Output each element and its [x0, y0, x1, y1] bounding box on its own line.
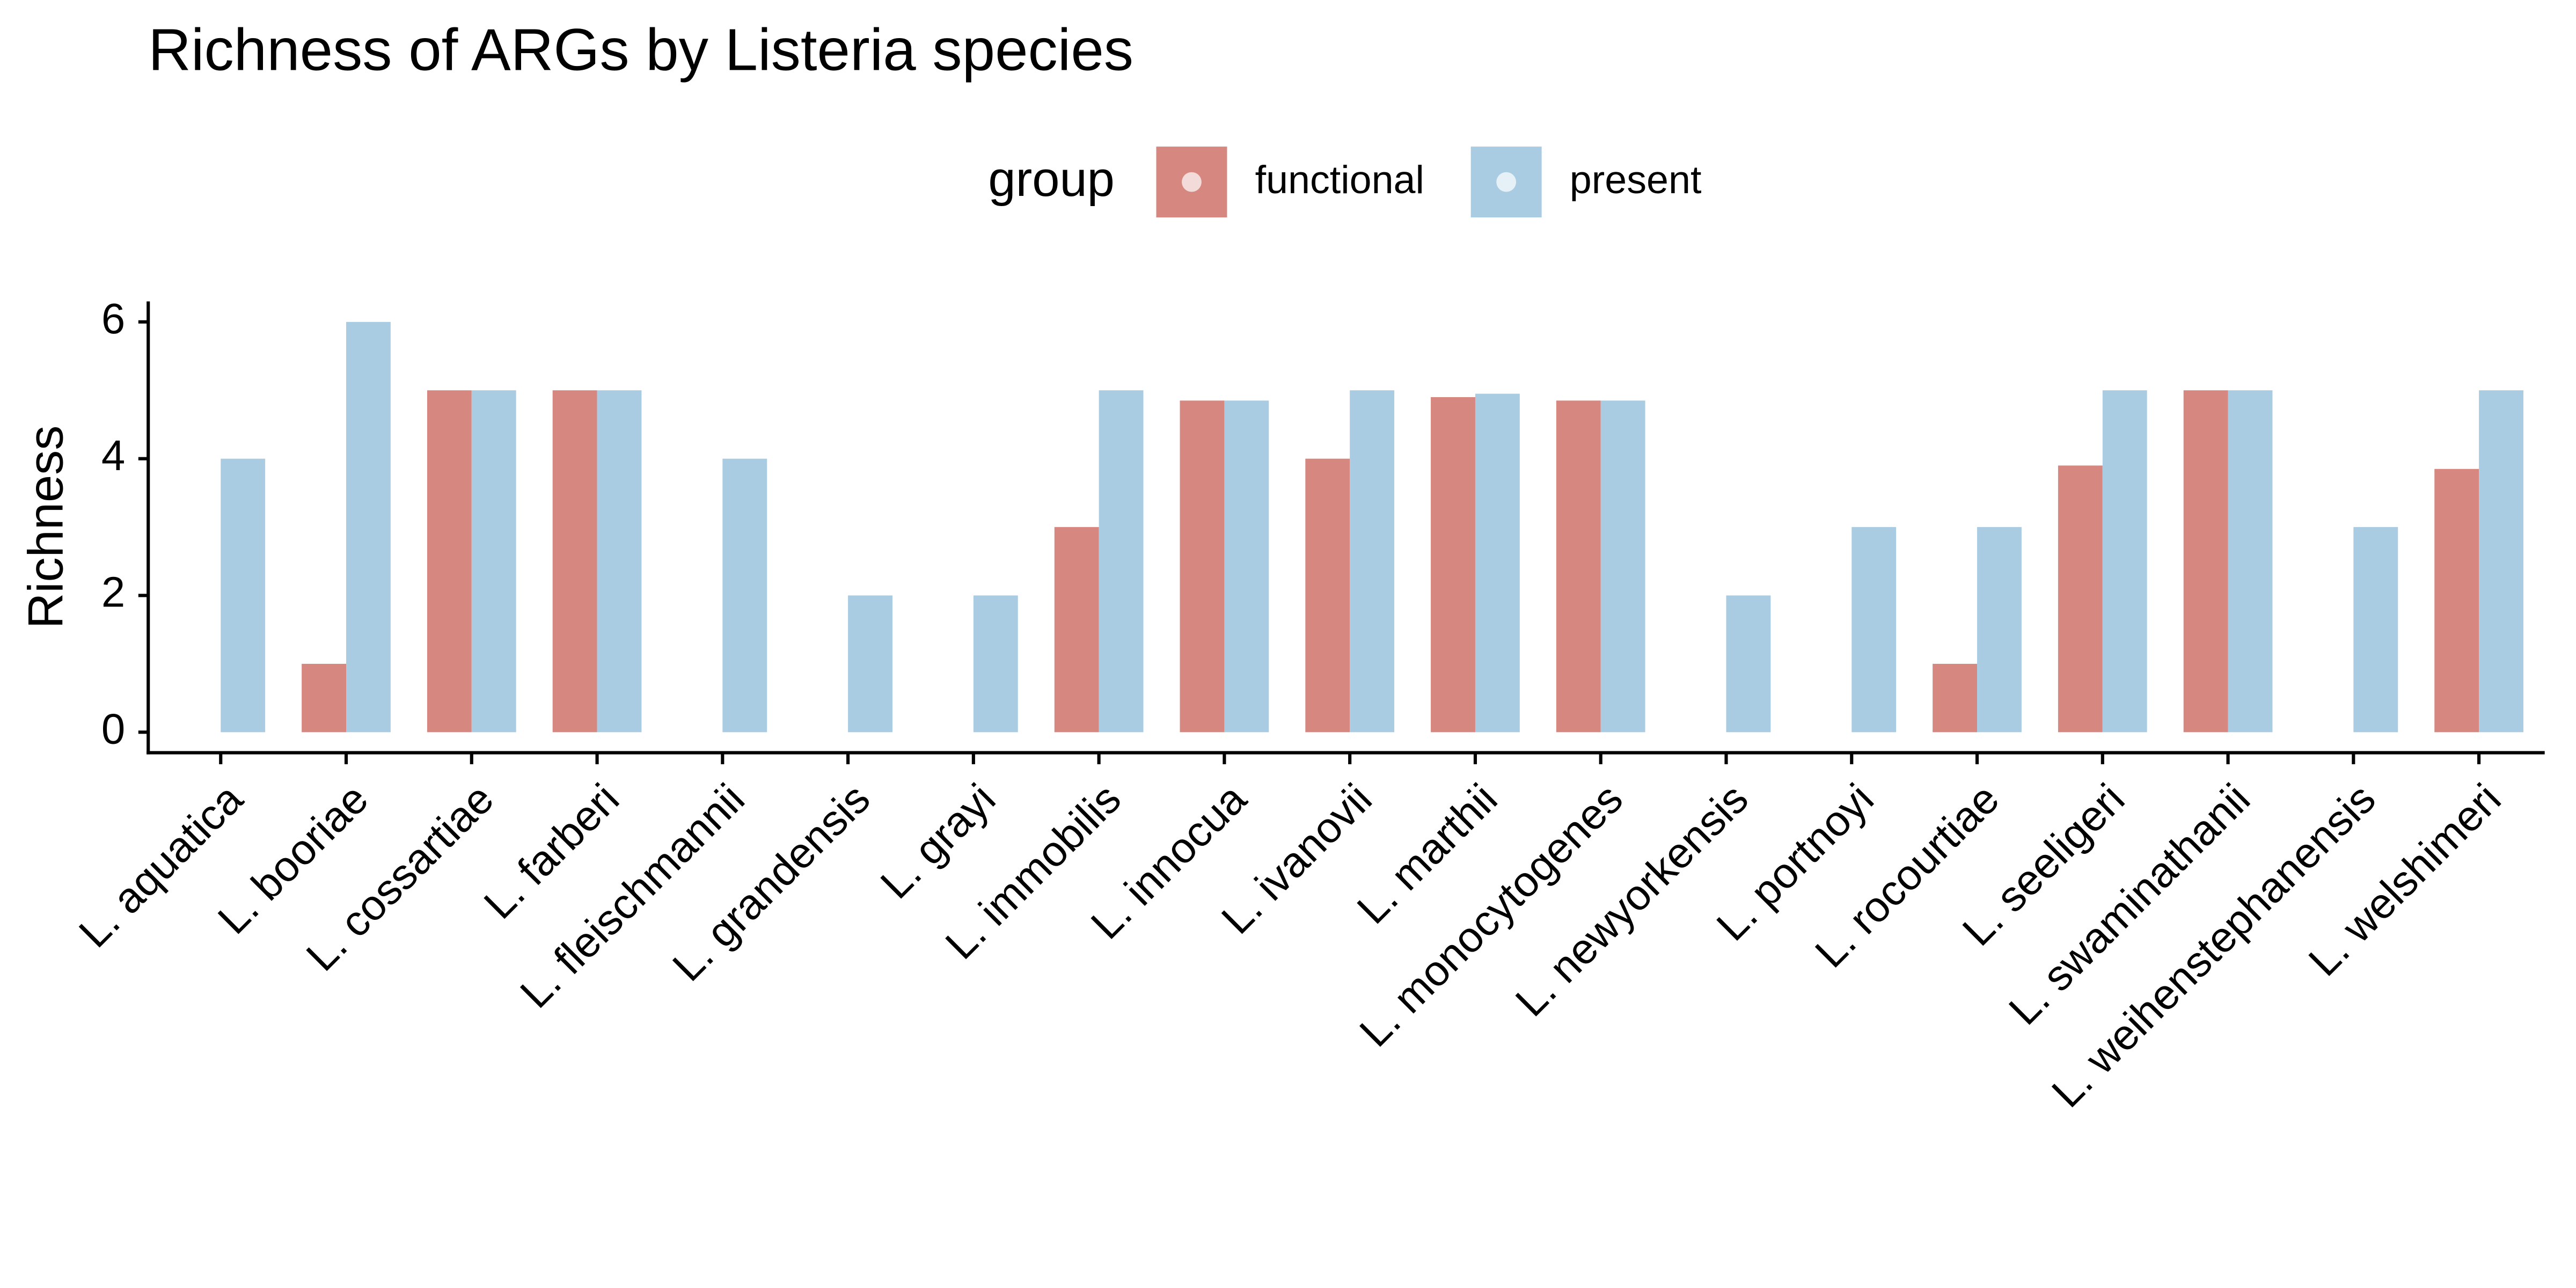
bar: [1475, 393, 1520, 733]
bar: [1726, 595, 1771, 733]
x-tick-label: L. aquatica: [70, 774, 252, 956]
y-tick-label: 2: [101, 568, 125, 616]
bar: [2228, 390, 2273, 733]
bar: [1224, 400, 1269, 733]
legend-title: group: [988, 151, 1114, 207]
bar: [722, 458, 767, 733]
bar: [1305, 458, 1350, 733]
legend-label: present: [1570, 157, 1702, 202]
bar: [597, 390, 642, 733]
y-tick-label: 0: [101, 705, 125, 752]
bar: [1556, 400, 1601, 733]
bar: [302, 663, 347, 733]
bar: [427, 390, 472, 733]
bar: [2353, 527, 2398, 733]
bar: [2183, 390, 2228, 733]
bar: [471, 390, 516, 733]
legend-label: functional: [1255, 157, 1424, 202]
bar: [2102, 390, 2147, 733]
bar: [973, 595, 1018, 733]
y-tick-label: 4: [101, 431, 125, 479]
legend-point: [1182, 172, 1202, 192]
bar: [1180, 400, 1225, 733]
bar: [346, 321, 391, 733]
bar: [1977, 527, 2022, 733]
legend-point: [1496, 172, 1517, 192]
bar: [848, 595, 892, 733]
bar: [1933, 663, 1978, 733]
bar: [1054, 527, 1099, 733]
bar: [2058, 465, 2103, 733]
bar: [221, 458, 266, 733]
bar: [1431, 397, 1475, 733]
bar: [1851, 527, 1897, 733]
bar: [1099, 390, 1144, 733]
bar: [552, 390, 597, 733]
chart-title: Richness of ARGs by Listeria species: [148, 17, 1133, 83]
bar: [1600, 400, 1645, 733]
bar: [2434, 469, 2479, 733]
x-tick-label: L. newyorkensis: [1506, 774, 1757, 1025]
y-tick-label: 6: [101, 295, 125, 342]
bar: [1350, 390, 1395, 733]
x-tick-label: L. fleischmannii: [511, 774, 753, 1017]
bar: [2479, 390, 2523, 733]
y-axis-label: Richness: [18, 426, 73, 629]
